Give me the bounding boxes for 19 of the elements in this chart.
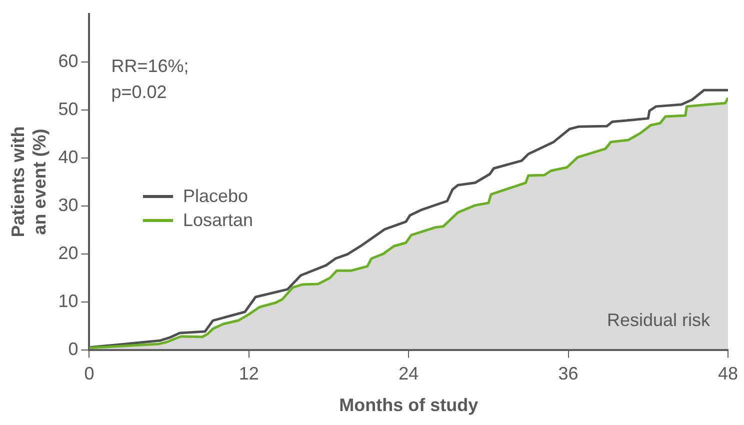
y-tick-label: 60	[58, 50, 78, 71]
legend-label: Placebo	[183, 186, 248, 206]
x-tick-label: 36	[558, 364, 578, 384]
annotation: RR=16%;	[111, 56, 189, 76]
y-tick-label: 0	[68, 338, 78, 359]
x-tick-label: 48	[718, 364, 738, 384]
y-tick-label: 20	[58, 242, 78, 263]
y-tick-label: 40	[58, 146, 78, 167]
y-axis-title: Patients with an event (%)	[8, 126, 50, 238]
legend-label: Losartan	[183, 210, 254, 230]
x-tick-label: 0	[84, 364, 94, 384]
y-tick-label: 50	[58, 98, 78, 119]
x-tick-label: 12	[238, 364, 259, 384]
annotation: p=0.02	[111, 82, 167, 102]
y-tick-label: 30	[58, 194, 78, 215]
x-axis-title: Months of study	[339, 395, 478, 416]
x-tick-label: 24	[398, 364, 419, 384]
annotation: Residual risk	[606, 310, 711, 330]
y-tick-label: 10	[58, 290, 78, 311]
